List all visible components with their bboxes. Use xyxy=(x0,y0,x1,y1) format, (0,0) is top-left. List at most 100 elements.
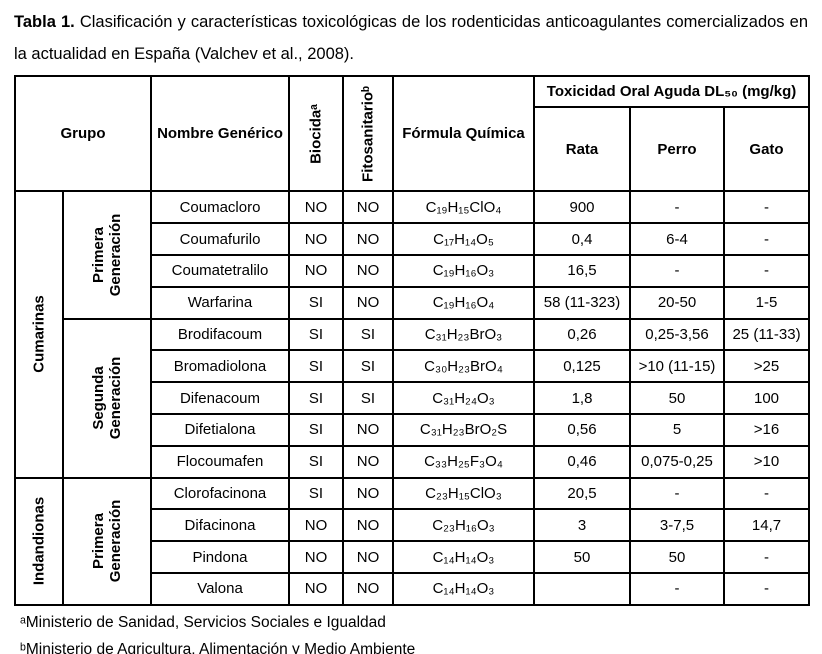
footnote-a: ᵃMinisterio de Sanidad, Servicios Social… xyxy=(20,613,386,631)
cell-formula: C₃₁H₂₃BrO₃ xyxy=(392,317,535,352)
footnote-b: ᵇMinisterio de Agricultura, Alimentación… xyxy=(20,640,416,654)
header-fitosanitario: Fitosanitarioᵇ xyxy=(342,75,394,193)
table-row: Pindona NO NO C₁₄H₁₄O₃ 50 50 - xyxy=(15,540,811,574)
cell-rata: 1,8 xyxy=(533,381,631,415)
table-row: Difetialona SI NO C₃₁H₂₃BrO₂S 0,56 5 >16 xyxy=(15,412,811,447)
header-toxicidad-dl50: Toxicidad Oral Aguda DL₅₀ (mg/kg) xyxy=(532,75,811,109)
cell-formula: C₃₁H₂₄O₃ xyxy=(392,381,535,415)
cell-fitosanitario: NO xyxy=(342,540,394,574)
table-row: Coumafurilo NO NO C₁₇H₁₄O₅ 0,4 6-4 - xyxy=(15,222,811,256)
cell-fitosanitario: NO xyxy=(342,222,394,256)
header-biocida-label: Biocidaᵃ xyxy=(307,103,325,164)
cell-formula: C₁₉H₁₅ClO₄ xyxy=(392,190,535,225)
cell-rata: 900 xyxy=(533,190,631,225)
cell-biocida: SI xyxy=(288,412,344,447)
cell-perro: 0,075-0,25 xyxy=(629,444,725,479)
cell-nombre: Warfarina xyxy=(150,285,290,320)
generation-label: Primera Generación xyxy=(89,213,124,297)
cell-rata: 0,46 xyxy=(533,444,631,479)
table-row: Bromadiolona SI SI C₃₀H₂₃BrO₄ 0,125 >10 … xyxy=(15,349,811,384)
cell-fitosanitario: SI xyxy=(342,317,394,352)
table-caption: Tabla 1. Clasificación y características… xyxy=(14,6,808,70)
cell-nombre: Difenacoum xyxy=(150,381,290,415)
cell-perro: 50 xyxy=(629,381,725,415)
cell-rata: 3 xyxy=(533,508,631,543)
generation-cumarinas-primera: Primera Generación xyxy=(62,190,152,320)
table-row: Segunda Generación Brodifacoum SI SI C₃₁… xyxy=(15,317,811,479)
cell-nombre: Brodifacoum xyxy=(150,317,290,352)
cell-gato: - xyxy=(722,571,811,606)
cell-biocida: SI xyxy=(288,285,344,320)
caption-label: Tabla 1. xyxy=(14,13,75,31)
cell-formula: C₃₃H₂₅F₃O₄ xyxy=(392,444,535,479)
cell-fitosanitario: NO xyxy=(342,285,394,320)
cell-gato: >25 xyxy=(722,349,811,384)
cell-perro: 3-7,5 xyxy=(629,508,725,543)
cell-fitosanitario: NO xyxy=(342,476,394,511)
generation-label: Primera Generación xyxy=(89,499,124,583)
cell-perro: - xyxy=(629,476,725,511)
table-row: Difenacoum SI SI C₃₁H₂₄O₃ 1,8 50 100 xyxy=(15,381,811,415)
cell-gato: - xyxy=(722,476,811,511)
cell-gato: 25 (11-33) xyxy=(722,317,811,352)
cell-gato: >10 xyxy=(722,444,811,479)
header-perro: Perro xyxy=(629,106,725,193)
cell-formula: C₁₄H₁₄O₃ xyxy=(392,571,535,606)
cell-fitosanitario: SI xyxy=(342,349,394,384)
cell-perro: >10 (11-15) xyxy=(629,349,725,384)
cell-fitosanitario: NO xyxy=(342,190,394,225)
cell-formula: C₃₀H₂₃BrO₄ xyxy=(392,349,535,384)
header-gato: Gato xyxy=(722,106,811,193)
cell-fitosanitario: NO xyxy=(342,412,394,447)
table-row: Difacinona NO NO C₂₃H₁₆O₃ 3 3-7,5 14,7 xyxy=(15,508,811,543)
cell-rata: 0,125 xyxy=(533,349,631,384)
cell-gato: - xyxy=(722,253,811,288)
cell-perro: - xyxy=(629,571,725,606)
cell-gato: - xyxy=(722,190,811,225)
cell-gato: 14,7 xyxy=(722,508,811,543)
cell-nombre: Pindona xyxy=(150,540,290,574)
cell-biocida: NO xyxy=(288,253,344,288)
table-row: Valona NO NO C₁₄H₁₄O₃ - - xyxy=(15,571,811,606)
cell-formula: C₂₃H₁₅ClO₃ xyxy=(392,476,535,511)
cell-rata: 20,5 xyxy=(533,476,631,511)
cell-biocida: SI xyxy=(288,381,344,415)
cell-formula: C₃₁H₂₃BrO₂S xyxy=(392,412,535,447)
table-row: Cumarinas Primera Generación Coumacloro … xyxy=(14,190,811,479)
cell-rata: 0,4 xyxy=(533,222,631,256)
cell-formula: C₁₄H₁₄O₃ xyxy=(392,540,535,574)
header-formula-quimica: Fórmula Química xyxy=(392,75,535,193)
cell-fitosanitario: NO xyxy=(342,253,394,288)
cell-perro: - xyxy=(629,190,725,225)
cell-perro: 6-4 xyxy=(629,222,725,256)
footnotes: ᵃMinisterio de Sanidad, Servicios Social… xyxy=(14,609,808,654)
cell-gato: - xyxy=(722,222,811,256)
group-indandionas-label: Indandionas xyxy=(30,496,48,586)
cell-nombre: Bromadiolona xyxy=(150,349,290,384)
cell-rata: 16,5 xyxy=(533,253,631,288)
cell-biocida: SI xyxy=(288,349,344,384)
cell-nombre: Difetialona xyxy=(150,412,290,447)
generation-cumarinas-segunda: Segunda Generación xyxy=(62,317,152,479)
cell-formula: C₁₉H₁₆O₄ xyxy=(392,285,535,320)
cell-biocida: SI xyxy=(288,476,344,511)
cell-rata xyxy=(533,571,631,606)
group-cumarinas: Cumarinas xyxy=(14,190,64,479)
header-rata: Rata xyxy=(533,106,631,193)
cell-fitosanitario: NO xyxy=(342,508,394,543)
cell-nombre: Clorofacinona xyxy=(150,476,290,511)
header-row-1: Grupo Nombre Genérico Biocidaᵃ Fitosanit… xyxy=(14,75,811,193)
cell-gato: - xyxy=(722,540,811,574)
header-grupo: Grupo xyxy=(14,75,152,193)
cell-biocida: NO xyxy=(288,190,344,225)
table-row: Warfarina SI NO C₁₉H₁₆O₄ 58 (11-323) 20-… xyxy=(15,285,811,320)
cell-rata: 0,56 xyxy=(533,412,631,447)
cell-formula: C₁₇H₁₄O₅ xyxy=(392,222,535,256)
cell-perro: 20-50 xyxy=(629,285,725,320)
cell-nombre: Coumacloro xyxy=(150,190,290,225)
cell-gato: >16 xyxy=(722,412,811,447)
cell-rata: 50 xyxy=(533,540,631,574)
cell-fitosanitario: SI xyxy=(342,381,394,415)
cell-biocida: SI xyxy=(288,444,344,479)
cell-nombre: Coumatetralilo xyxy=(150,253,290,288)
